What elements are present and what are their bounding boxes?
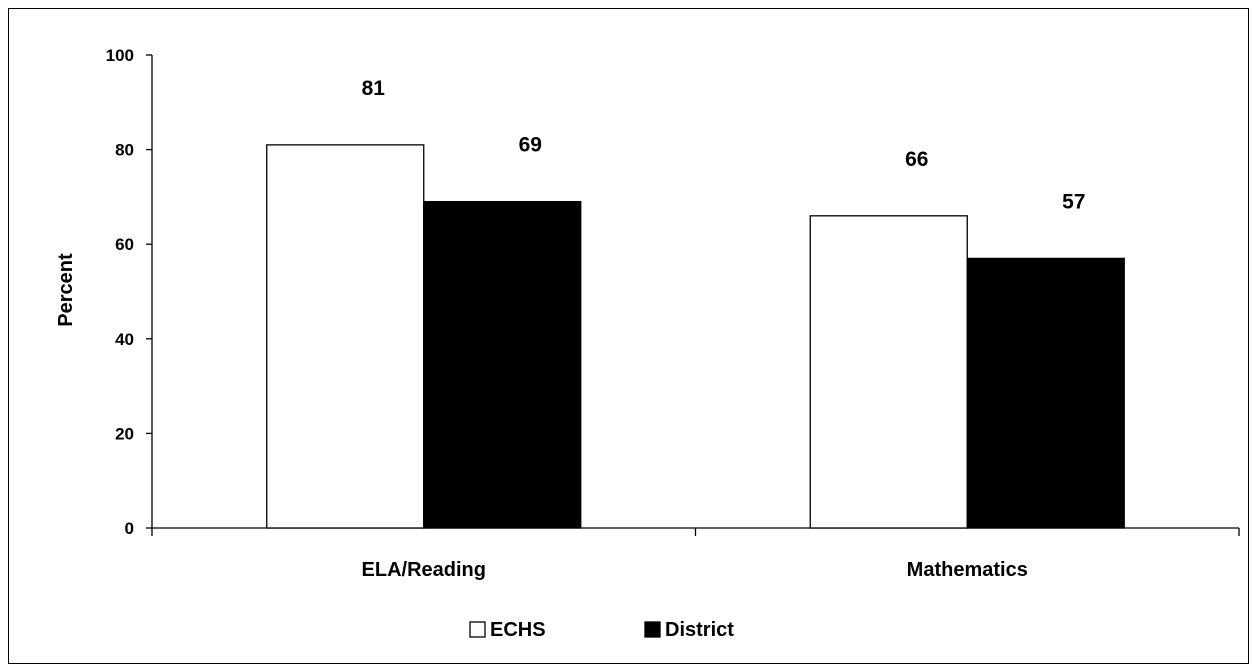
bar: [423, 200, 582, 529]
data-label: 81: [362, 77, 386, 100]
legend-swatch: [469, 621, 486, 638]
x-axis: ELA/Reading Mathematics: [151, 527, 1240, 581]
bar: [266, 144, 425, 529]
y-tick-label: 100: [106, 46, 134, 65]
data-labels: 81 69 66 57: [362, 77, 1086, 214]
x-tick-label: Mathematics: [907, 559, 1028, 581]
bars: [266, 144, 1125, 529]
y-axis: 0 20 40 60 80 100: [106, 46, 153, 538]
bar: [809, 215, 968, 529]
y-axis-title: Percent: [55, 253, 77, 327]
data-label: 69: [519, 134, 542, 157]
bar: [966, 257, 1125, 529]
y-tick-label: 60: [115, 235, 134, 254]
y-tick-label: 0: [125, 519, 134, 538]
data-label: 57: [1062, 190, 1085, 213]
legend-label: District: [665, 619, 734, 641]
legend: ECHS District: [469, 619, 734, 641]
legend-label: ECHS: [490, 619, 546, 641]
data-label: 66: [905, 148, 928, 171]
x-tick-label: ELA/Reading: [362, 559, 486, 581]
y-tick-label: 80: [115, 141, 134, 160]
chart-frame: [8, 8, 1249, 664]
y-tick-label: 20: [115, 424, 134, 443]
y-tick-label: 40: [115, 330, 134, 349]
legend-swatch: [644, 621, 661, 638]
